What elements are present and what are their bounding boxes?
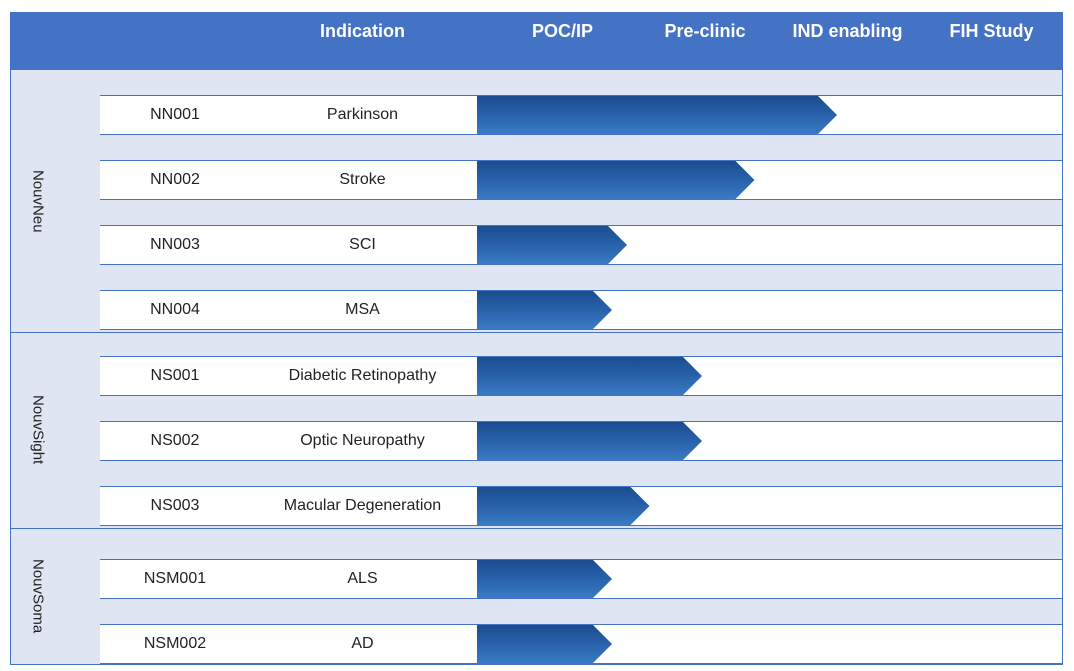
row-code: NN004 xyxy=(150,301,200,318)
group-label-nouvneu: NouvNeu xyxy=(29,169,47,233)
row-indication: ALS xyxy=(347,570,378,587)
table-header: Indication POC/IP Pre-clinic IND enablin… xyxy=(10,12,1063,70)
group-divider xyxy=(10,528,1063,529)
row-indication: AD xyxy=(351,635,374,652)
row-code: NS002 xyxy=(150,432,200,449)
progress-arrow-nsm002 xyxy=(477,625,612,663)
header-indication: Indication xyxy=(320,21,405,41)
row-code: NSM002 xyxy=(143,635,207,652)
progress-arrow-nn003 xyxy=(477,226,627,264)
progress-arrow-nn004 xyxy=(477,291,612,329)
row-code: NSM001 xyxy=(143,570,207,587)
progress-arrow-ns001 xyxy=(477,357,702,395)
row-code: NS001 xyxy=(150,367,200,384)
header-stage-pre-clinic: Pre-clinic xyxy=(664,21,746,41)
row-indication: Macular Degeneration xyxy=(283,497,442,514)
row-indication: Parkinson xyxy=(326,106,399,123)
row-indication: Stroke xyxy=(339,171,386,188)
row-code: NN002 xyxy=(150,171,200,188)
progress-arrow-nsm001 xyxy=(477,560,612,598)
group-divider xyxy=(10,332,1063,333)
row-indication: Diabetic Retinopathy xyxy=(288,367,437,384)
pipeline-table: Indication POC/IP Pre-clinic IND enablin… xyxy=(10,12,1063,665)
progress-arrow-nn001 xyxy=(477,96,837,134)
header-stage-poc-ip: POC/IP xyxy=(531,21,593,41)
progress-arrow-nn002 xyxy=(477,161,755,199)
row-code: NS003 xyxy=(150,497,200,514)
row-indication: MSA xyxy=(345,301,380,318)
progress-arrow-ns003 xyxy=(477,487,650,525)
header-stage-fih-study: FIH Study xyxy=(949,21,1034,41)
header-stage-ind-enabling: IND enabling xyxy=(792,21,903,41)
row-code: NN001 xyxy=(150,106,200,123)
progress-arrow-ns002 xyxy=(477,422,702,460)
row-code: NN003 xyxy=(150,236,200,253)
group-label-nouvsight: NouvSight xyxy=(29,395,47,465)
row-indication: SCI xyxy=(349,236,376,253)
row-indication: Optic Neuropathy xyxy=(300,432,425,449)
group-label-nouvsoma: NouvSoma xyxy=(29,559,47,634)
progress-arrows xyxy=(477,96,837,663)
